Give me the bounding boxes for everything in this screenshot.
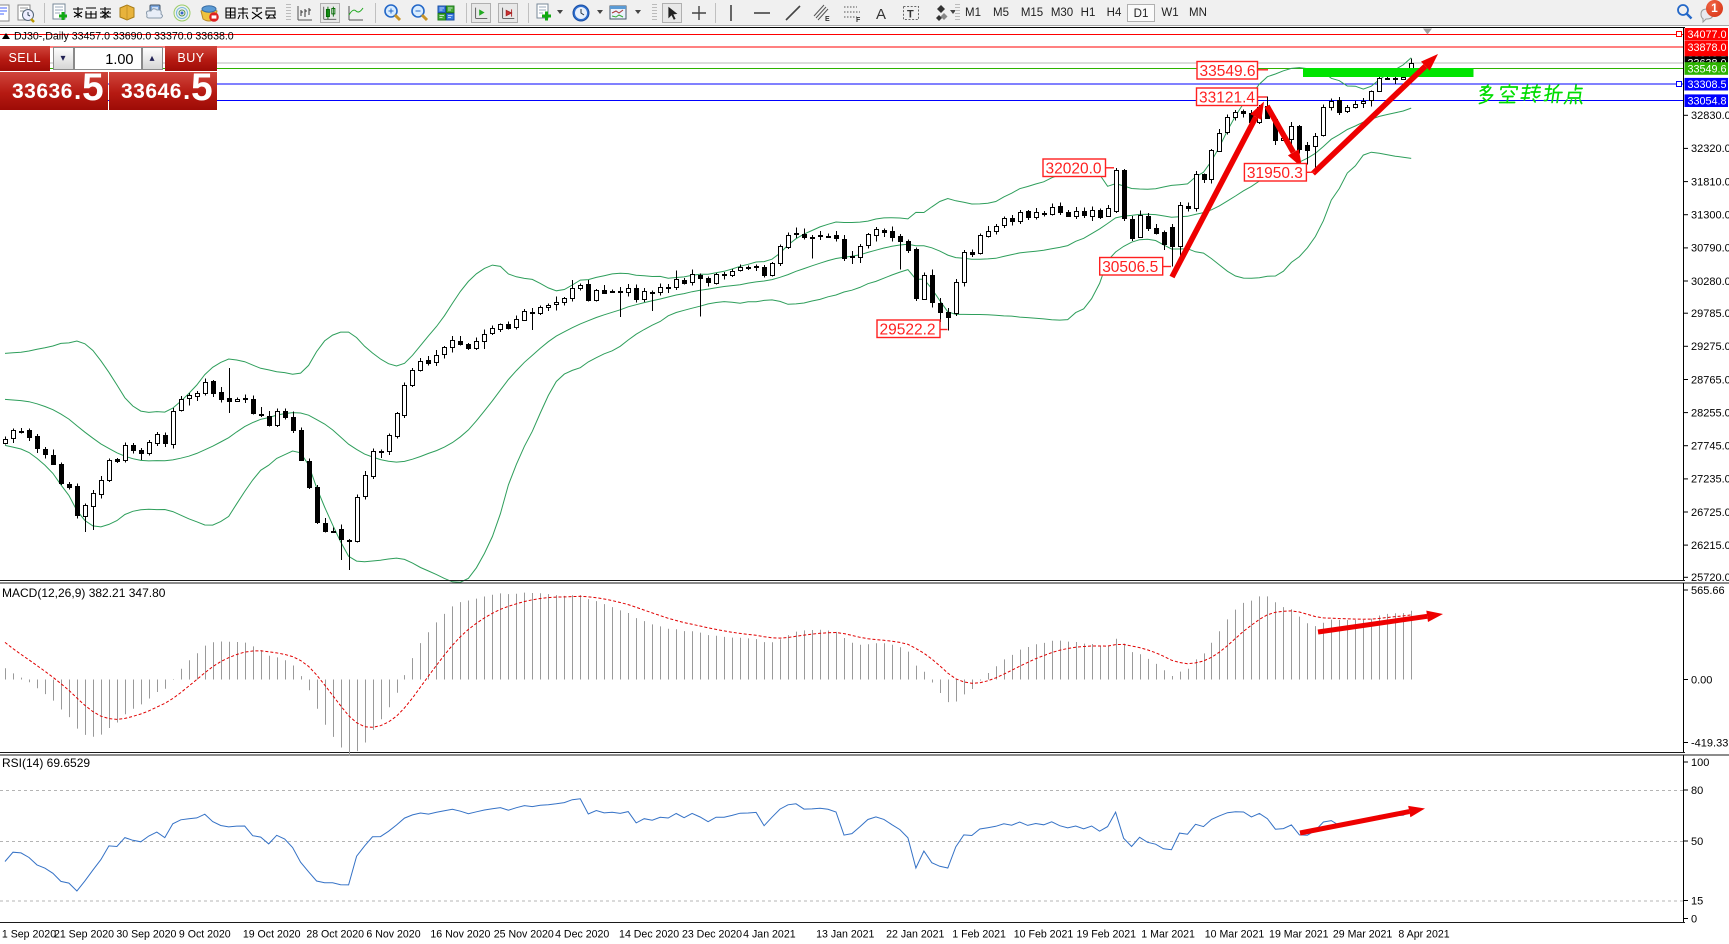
svg-text:6 Nov 2020: 6 Nov 2020 bbox=[366, 929, 420, 941]
svg-text:26215.0: 26215.0 bbox=[1691, 540, 1729, 552]
svg-text:8 Apr 2021: 8 Apr 2021 bbox=[1398, 929, 1449, 941]
svg-text:33308.5: 33308.5 bbox=[1688, 79, 1727, 91]
svg-text:T: T bbox=[907, 9, 914, 21]
svg-text:DJ30-,Daily 33457.0 33690.0 3: DJ30-,Daily 33457.0 33690.0 33370.0 3363… bbox=[14, 31, 234, 43]
svg-text:10 Mar 2021: 10 Mar 2021 bbox=[1205, 929, 1265, 941]
svg-text:1 Feb 2021: 1 Feb 2021 bbox=[952, 929, 1006, 941]
svg-text:9 Oct 2020: 9 Oct 2020 bbox=[179, 929, 231, 941]
svg-text:33121.4: 33121.4 bbox=[1199, 90, 1255, 107]
svg-text:32320.0: 32320.0 bbox=[1691, 143, 1729, 155]
svg-text:23 Dec 2020: 23 Dec 2020 bbox=[682, 929, 742, 941]
svg-text:31300.0: 31300.0 bbox=[1691, 210, 1729, 222]
svg-text:A: A bbox=[876, 6, 886, 23]
svg-text:26725.0: 26725.0 bbox=[1691, 507, 1729, 519]
svg-text:28 Oct 2020: 28 Oct 2020 bbox=[306, 929, 364, 941]
svg-text:80: 80 bbox=[1691, 785, 1703, 797]
svg-text:14 Dec 2020: 14 Dec 2020 bbox=[619, 929, 679, 941]
svg-text:25720.0: 25720.0 bbox=[1691, 572, 1729, 584]
svg-text:29 Mar 2021: 29 Mar 2021 bbox=[1333, 929, 1393, 941]
svg-text:4 Jan 2021: 4 Jan 2021 bbox=[743, 929, 796, 941]
svg-text:50: 50 bbox=[1691, 836, 1703, 848]
svg-text:29275.0: 29275.0 bbox=[1691, 341, 1729, 353]
svg-text:25 Nov 2020: 25 Nov 2020 bbox=[494, 929, 554, 941]
svg-text:22 Jan 2021: 22 Jan 2021 bbox=[886, 929, 944, 941]
svg-text:15: 15 bbox=[1691, 895, 1703, 907]
svg-text:31950.3: 31950.3 bbox=[1247, 165, 1303, 182]
svg-text:33878.0: 33878.0 bbox=[1688, 42, 1727, 54]
svg-text:27235.0: 27235.0 bbox=[1691, 474, 1729, 486]
svg-text:30790.0: 30790.0 bbox=[1691, 243, 1729, 255]
svg-text:34077.0: 34077.0 bbox=[1688, 29, 1727, 41]
svg-text:30506.5: 30506.5 bbox=[1102, 259, 1158, 276]
svg-text:10 Feb 2021: 10 Feb 2021 bbox=[1014, 929, 1074, 941]
svg-text:31810.0: 31810.0 bbox=[1691, 176, 1729, 188]
svg-text:30 Sep 2020: 30 Sep 2020 bbox=[116, 929, 176, 941]
svg-text:32020.0: 32020.0 bbox=[1046, 161, 1102, 178]
svg-text:33549.6: 33549.6 bbox=[1688, 63, 1727, 75]
svg-text:19 Mar 2021: 19 Mar 2021 bbox=[1269, 929, 1329, 941]
svg-text:21 Sep 2020: 21 Sep 2020 bbox=[54, 929, 114, 941]
svg-text:4 Dec 2020: 4 Dec 2020 bbox=[555, 929, 609, 941]
svg-text:-419.33: -419.33 bbox=[1691, 737, 1728, 749]
svg-text:0.00: 0.00 bbox=[1691, 674, 1712, 686]
svg-text:E: E bbox=[825, 16, 830, 23]
svg-text:16 Nov 2020: 16 Nov 2020 bbox=[430, 929, 490, 941]
svg-text:28255.0: 28255.0 bbox=[1691, 407, 1729, 419]
svg-text:27745.0: 27745.0 bbox=[1691, 441, 1729, 453]
svg-text:28765.0: 28765.0 bbox=[1691, 374, 1729, 386]
svg-text:19 Feb 2021: 19 Feb 2021 bbox=[1077, 929, 1137, 941]
svg-text:13 Jan 2021: 13 Jan 2021 bbox=[816, 929, 874, 941]
svg-text:0: 0 bbox=[1691, 913, 1697, 925]
svg-text:30280.0: 30280.0 bbox=[1691, 276, 1729, 288]
svg-text:MACD(12,26,9) 382.21 347.80: MACD(12,26,9) 382.21 347.80 bbox=[2, 586, 166, 600]
svg-text:RSI(14) 69.6529: RSI(14) 69.6529 bbox=[2, 756, 90, 770]
svg-text:1 Mar 2021: 1 Mar 2021 bbox=[1141, 929, 1195, 941]
svg-text:29785.0: 29785.0 bbox=[1691, 308, 1729, 320]
svg-text:29522.2: 29522.2 bbox=[880, 322, 936, 339]
svg-text:32830.0: 32830.0 bbox=[1691, 110, 1729, 122]
svg-text:33054.8: 33054.8 bbox=[1688, 96, 1727, 108]
svg-text:33549.6: 33549.6 bbox=[1200, 63, 1256, 80]
svg-text:565.66: 565.66 bbox=[1691, 585, 1725, 597]
svg-text:19 Oct 2020: 19 Oct 2020 bbox=[243, 929, 301, 941]
svg-text:100: 100 bbox=[1691, 757, 1709, 769]
svg-text:1 Sep 2020: 1 Sep 2020 bbox=[2, 929, 56, 941]
svg-text:F: F bbox=[856, 17, 861, 23]
